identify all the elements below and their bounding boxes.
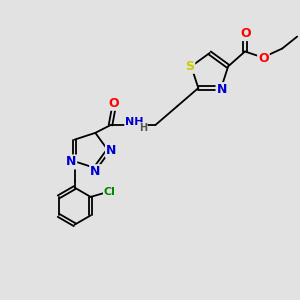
Text: N: N [66, 155, 76, 169]
Text: O: O [240, 27, 251, 40]
Text: N: N [90, 165, 100, 178]
Text: Cl: Cl [104, 188, 116, 197]
Text: O: O [258, 52, 269, 65]
Text: O: O [108, 97, 119, 110]
Text: N: N [106, 144, 116, 157]
Text: NH: NH [125, 116, 144, 127]
Text: N: N [217, 83, 227, 96]
Text: S: S [185, 60, 194, 73]
Text: H: H [139, 123, 147, 133]
